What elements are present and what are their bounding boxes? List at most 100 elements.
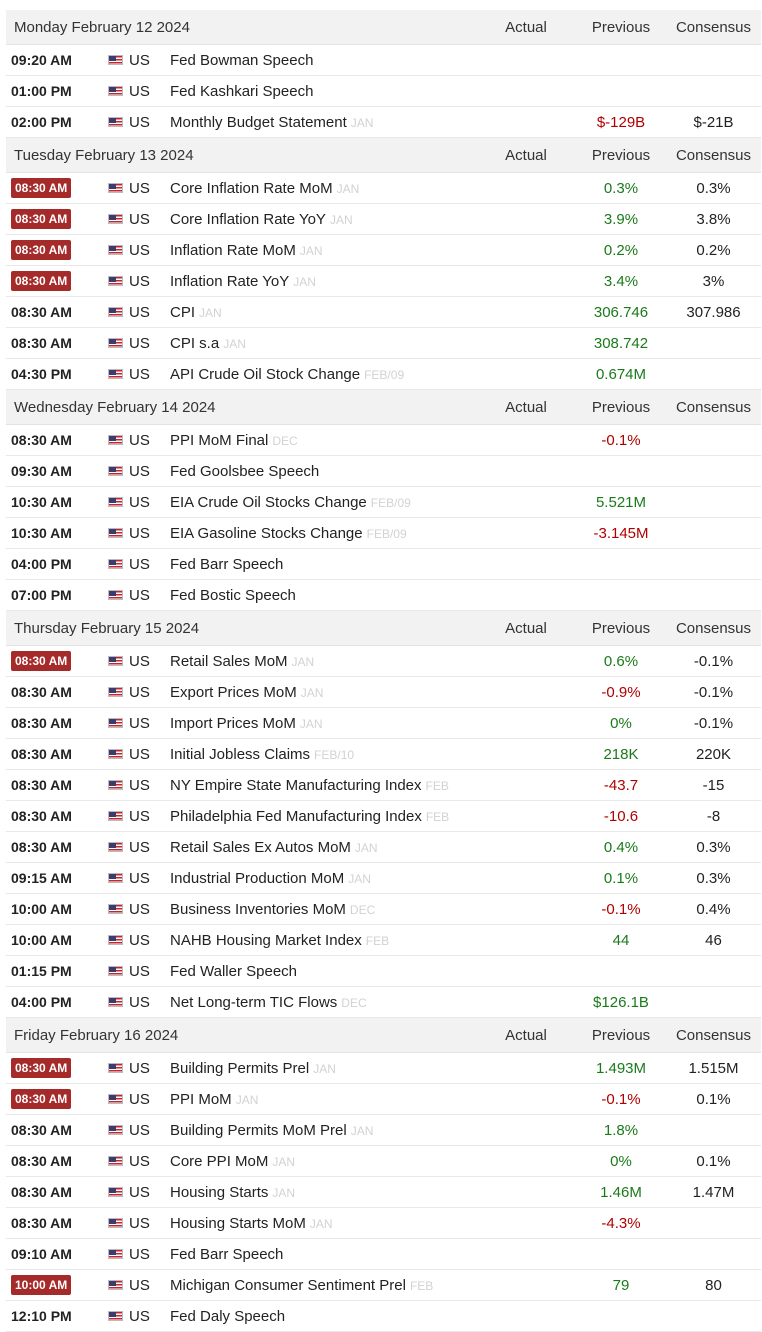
event-name[interactable]: Housing Starts MoM <box>170 1214 306 1232</box>
event-name[interactable]: PPI MoM Final <box>170 431 269 449</box>
event-name-cell[interactable]: Fed Bostic Speech <box>170 587 476 604</box>
event-name[interactable]: NAHB Housing Market Index <box>170 931 362 949</box>
event-name[interactable]: Net Long-term TIC Flows <box>170 993 338 1011</box>
event-name-cell[interactable]: Initial Jobless Claims FEB/10 <box>170 746 476 763</box>
event-name[interactable]: PPI MoM <box>170 1090 232 1108</box>
event-row[interactable]: 09:10 AM US Fed Barr Speech <box>6 1239 761 1270</box>
event-name[interactable]: Fed Barr Speech <box>170 555 284 573</box>
event-name-cell[interactable]: Fed Barr Speech <box>170 1246 476 1263</box>
event-name[interactable]: EIA Crude Oil Stocks Change <box>170 493 367 511</box>
event-row[interactable]: 04:30 PM US API Crude Oil Stock Change FEB/… <box>6 359 761 390</box>
event-name-cell[interactable]: NAHB Housing Market Index FEB <box>170 932 476 949</box>
event-name-cell[interactable]: Housing Starts MoM JAN <box>170 1215 476 1232</box>
event-name-cell[interactable]: Building Permits MoM Prel JAN <box>170 1122 476 1139</box>
event-name[interactable]: Michigan Consumer Sentiment Prel <box>170 1276 406 1294</box>
event-row[interactable]: 08:30 AM US NY Empire State Manufacturing … <box>6 770 761 801</box>
event-row[interactable]: 08:30 AM US Inflation Rate YoY JAN 3.4% 3% <box>6 266 761 297</box>
event-name[interactable]: Core PPI MoM <box>170 1152 269 1170</box>
event-row[interactable]: 10:30 AM US EIA Gasoline Stocks Change FEB/… <box>6 518 761 549</box>
event-name[interactable]: Export Prices MoM <box>170 683 297 701</box>
event-row[interactable]: 10:30 AM US EIA Crude Oil Stocks Change FEB… <box>6 487 761 518</box>
event-name-cell[interactable]: Inflation Rate MoM JAN <box>170 242 476 259</box>
event-row[interactable]: 08:30 AM US Building Permits Prel JAN 1.493M… <box>6 1053 761 1084</box>
event-name-cell[interactable]: Retail Sales Ex Autos MoM JAN <box>170 839 476 856</box>
event-name-cell[interactable]: CPI JAN <box>170 304 476 321</box>
event-name-cell[interactable]: Fed Waller Speech <box>170 963 476 980</box>
event-name-cell[interactable]: Housing Starts JAN <box>170 1184 476 1201</box>
event-name[interactable]: Fed Barr Speech <box>170 1245 284 1263</box>
event-row[interactable]: 08:30 AM US Core PPI MoM JAN 0% 0.1% <box>6 1146 761 1177</box>
event-name-cell[interactable]: CPI s.a JAN <box>170 335 476 352</box>
event-name[interactable]: Fed Waller Speech <box>170 962 298 980</box>
event-row[interactable]: 08:30 AM US Inflation Rate MoM JAN 0.2% 0.2% <box>6 235 761 266</box>
event-name[interactable]: Building Permits Prel <box>170 1059 310 1077</box>
event-row[interactable]: 08:30 AM US Import Prices MoM JAN 0% -0.1% <box>6 708 761 739</box>
event-name-cell[interactable]: PPI MoM JAN <box>170 1091 476 1108</box>
event-name-cell[interactable]: Core PPI MoM JAN <box>170 1153 476 1170</box>
event-row[interactable]: 10:00 AM US Michigan Consumer Sentiment Pr… <box>6 1270 761 1301</box>
event-row[interactable]: 02:00 PM US Monthly Budget Statement JAN $-1… <box>6 107 761 138</box>
event-name[interactable]: Import Prices MoM <box>170 714 296 732</box>
event-row[interactable]: 07:00 PM US Fed Bostic Speech <box>6 580 761 611</box>
event-name-cell[interactable]: Fed Kashkari Speech <box>170 83 476 100</box>
event-name[interactable]: Core Inflation Rate YoY <box>170 210 326 228</box>
event-row[interactable]: 08:30 AM US Housing Starts MoM JAN -4.3% <box>6 1208 761 1239</box>
event-row[interactable]: 08:30 AM US Core Inflation Rate MoM JAN 0.3%… <box>6 173 761 204</box>
event-name[interactable]: Fed Kashkari Speech <box>170 82 314 100</box>
event-name[interactable]: Industrial Production MoM <box>170 869 345 887</box>
event-row[interactable]: 08:30 AM US Retail Sales MoM JAN 0.6% -0.1% <box>6 646 761 677</box>
event-name-cell[interactable]: Fed Bowman Speech <box>170 52 476 69</box>
event-name-cell[interactable]: Net Long-term TIC Flows DEC <box>170 994 476 1011</box>
event-name-cell[interactable]: Fed Barr Speech <box>170 556 476 573</box>
event-name[interactable]: Initial Jobless Claims <box>170 745 311 763</box>
event-row[interactable]: 08:30 AM US Building Permits MoM Prel JAN 1.… <box>6 1115 761 1146</box>
event-name[interactable]: Housing Starts <box>170 1183 269 1201</box>
event-row[interactable]: 09:20 AM US Fed Bowman Speech <box>6 45 761 76</box>
event-name-cell[interactable]: Core Inflation Rate YoY JAN <box>170 211 476 228</box>
event-name-cell[interactable]: Retail Sales MoM JAN <box>170 653 476 670</box>
event-row[interactable]: 10:00 AM US Business Inventories MoM DEC -0.… <box>6 894 761 925</box>
event-name-cell[interactable]: PPI MoM Final DEC <box>170 432 476 449</box>
event-name-cell[interactable]: Business Inventories MoM DEC <box>170 901 476 918</box>
event-row[interactable]: 12:10 PM US Fed Daly Speech <box>6 1301 761 1332</box>
event-name[interactable]: Business Inventories MoM <box>170 900 346 918</box>
event-row[interactable]: 08:30 AM US CPI s.a JAN 308.742 <box>6 328 761 359</box>
event-row[interactable]: 08:30 AM US Core Inflation Rate YoY JAN 3.9%… <box>6 204 761 235</box>
event-name-cell[interactable]: Philadelphia Fed Manufacturing Index FEB <box>170 808 476 825</box>
event-name[interactable]: Fed Goolsbee Speech <box>170 462 320 480</box>
event-name-cell[interactable]: Michigan Consumer Sentiment Prel FEB <box>170 1277 476 1294</box>
event-row[interactable]: 08:30 AM US Retail Sales Ex Autos MoM JAN 0.… <box>6 832 761 863</box>
event-row[interactable]: 08:30 AM US CPI JAN 306.746 307.986 <box>6 297 761 328</box>
event-name-cell[interactable]: EIA Crude Oil Stocks Change FEB/09 <box>170 494 476 511</box>
event-row[interactable]: 09:15 AM US Industrial Production MoM JAN 0.… <box>6 863 761 894</box>
event-name[interactable]: Core Inflation Rate MoM <box>170 179 333 197</box>
event-name-cell[interactable]: Core Inflation Rate MoM JAN <box>170 180 476 197</box>
event-name[interactable]: Fed Bostic Speech <box>170 586 296 604</box>
event-name[interactable]: Inflation Rate MoM <box>170 241 296 259</box>
event-name[interactable]: NY Empire State Manufacturing Index <box>170 776 422 794</box>
event-name-cell[interactable]: API Crude Oil Stock Change FEB/09 <box>170 366 476 383</box>
event-name-cell[interactable]: NY Empire State Manufacturing Index FEB <box>170 777 476 794</box>
event-row[interactable]: 01:15 PM US Fed Waller Speech <box>6 956 761 987</box>
event-name[interactable]: Monthly Budget Statement <box>170 113 347 131</box>
event-name[interactable]: API Crude Oil Stock Change <box>170 365 361 383</box>
event-name-cell[interactable]: EIA Gasoline Stocks Change FEB/09 <box>170 525 476 542</box>
event-name-cell[interactable]: Monthly Budget Statement JAN <box>170 114 476 131</box>
event-name[interactable]: Fed Bowman Speech <box>170 51 314 69</box>
event-name-cell[interactable]: Industrial Production MoM JAN <box>170 870 476 887</box>
event-row[interactable]: 08:30 AM US Philadelphia Fed Manufacturing… <box>6 801 761 832</box>
event-row[interactable]: 04:00 PM US Fed Barr Speech <box>6 549 761 580</box>
event-row[interactable]: 04:00 PM US Net Long-term TIC Flows DEC $126… <box>6 987 761 1018</box>
event-row[interactable]: 08:30 AM US PPI MoM Final DEC -0.1% <box>6 425 761 456</box>
event-row[interactable]: 01:00 PM US Fed Kashkari Speech <box>6 76 761 107</box>
event-name[interactable]: EIA Gasoline Stocks Change <box>170 524 363 542</box>
event-name[interactable]: CPI <box>170 303 196 321</box>
event-name[interactable]: Building Permits MoM Prel <box>170 1121 347 1139</box>
event-name[interactable]: Inflation Rate YoY <box>170 272 290 290</box>
event-name-cell[interactable]: Inflation Rate YoY JAN <box>170 273 476 290</box>
event-row[interactable]: 08:30 AM US Initial Jobless Claims FEB/10 21… <box>6 739 761 770</box>
event-name[interactable]: Philadelphia Fed Manufacturing Index <box>170 807 422 825</box>
event-name[interactable]: Retail Sales Ex Autos MoM <box>170 838 351 856</box>
event-row[interactable]: 08:30 AM US PPI MoM JAN -0.1% 0.1% <box>6 1084 761 1115</box>
event-name[interactable]: Fed Daly Speech <box>170 1307 286 1325</box>
